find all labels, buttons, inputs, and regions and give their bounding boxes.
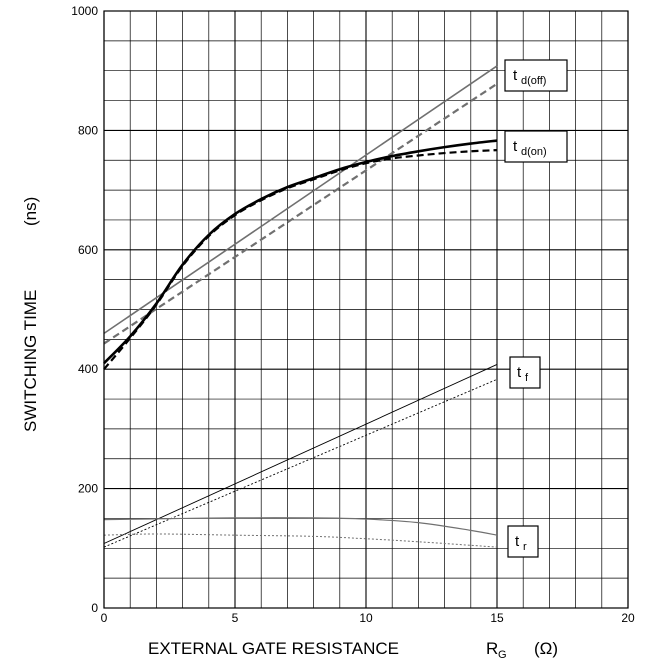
label-box: [504, 130, 568, 163]
label-td-on: t d(on): [504, 130, 568, 163]
series-line-tr-solid: [103, 517, 498, 536]
x-tick-label: 10: [359, 611, 373, 625]
y-axis-title-main: SWITCHING TIME: [21, 290, 40, 432]
label-td-off: t d(off): [504, 59, 568, 92]
label-box: [509, 356, 541, 389]
x-tick-label: 20: [621, 611, 635, 625]
series-lines: [103, 65, 498, 548]
label-box: [507, 525, 539, 558]
label-sub: f: [525, 372, 529, 384]
x-tick-label: 0: [101, 611, 108, 625]
curve-labels: t d(off) t d(on) t f t r: [504, 59, 568, 558]
label-tf: t f: [509, 356, 541, 389]
y-axis-title-unit: (ns): [21, 197, 40, 226]
x-axis-title-symbol-sub: G: [498, 649, 507, 661]
plot-frame: [103, 10, 629, 609]
series-line-tf-solid: [103, 364, 498, 544]
series-line-tf-dotted: [103, 378, 498, 548]
y-tick-label: 200: [78, 482, 98, 496]
series-line-tdon-dashed: [103, 149, 498, 370]
label-main: t: [515, 533, 520, 550]
y-tick-label: 600: [78, 243, 98, 257]
series-line-tdoff-dashed: [103, 82, 498, 345]
label-sub: d(on): [521, 146, 547, 158]
series-line-tr-dotted: [103, 533, 498, 548]
y-tick-label: 800: [78, 123, 98, 137]
x-axis-title-symbol: R: [486, 639, 498, 658]
label-sub: r: [523, 541, 527, 553]
series-line-tdoff-solid: [103, 65, 498, 335]
label-tr: t r: [507, 525, 539, 558]
x-axis-title-unit: (Ω): [534, 639, 558, 658]
label-main: t: [513, 67, 518, 84]
y-tick-label: 0: [91, 601, 98, 615]
x-tick-label: 5: [232, 611, 239, 625]
label-main: t: [513, 138, 518, 155]
label-sub: d(off): [521, 75, 546, 87]
x-axis-title: EXTERNAL GATE RESISTANCE R G (Ω): [148, 639, 558, 661]
y-axis-title: SWITCHING TIME (ns): [21, 197, 40, 432]
label-box: [504, 59, 568, 92]
x-tick-label: 15: [490, 611, 504, 625]
series-line-tdon-solid: [103, 139, 498, 365]
y-tick-label: 1000: [71, 4, 98, 18]
x-axis-title-main: EXTERNAL GATE RESISTANCE: [148, 639, 399, 658]
label-main: t: [517, 364, 522, 381]
y-tick-label: 400: [78, 362, 98, 376]
